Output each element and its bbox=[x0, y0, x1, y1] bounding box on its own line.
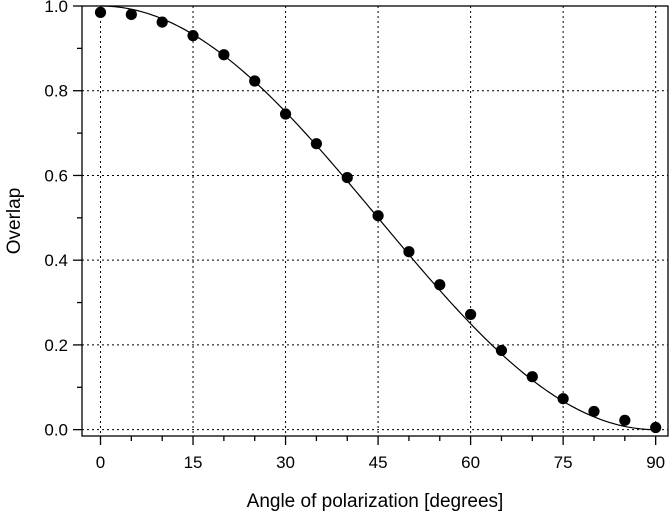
x-axis-label: Angle of polarization [degrees] bbox=[247, 491, 504, 512]
data-point bbox=[94, 6, 107, 18]
data-point bbox=[279, 108, 292, 120]
data-point bbox=[249, 75, 261, 87]
y-tick-labels: 0.0 0.2 0.4 0.6 0.8 1.0 bbox=[44, 0, 68, 440]
x-tick-labels: 0 15 30 45 60 75 90 bbox=[96, 453, 665, 472]
x-tick-label: 30 bbox=[276, 453, 295, 472]
x-tick-label: 90 bbox=[646, 453, 665, 472]
plot-frame bbox=[81, 5, 669, 437]
data-point bbox=[403, 246, 415, 258]
y-tick-label: 0.2 bbox=[44, 336, 68, 355]
y-tick-label: 0.6 bbox=[44, 166, 68, 185]
axis-ticks bbox=[73, 5, 657, 445]
data-points bbox=[94, 6, 662, 434]
data-point bbox=[372, 210, 384, 222]
data-point bbox=[218, 49, 230, 61]
grid-lines bbox=[82, 5, 668, 436]
data-point bbox=[526, 371, 538, 383]
y-axis-label: Overlap bbox=[4, 188, 25, 255]
x-tick-label: 60 bbox=[461, 453, 480, 472]
data-point bbox=[495, 344, 508, 357]
data-point bbox=[310, 138, 322, 150]
x-tick-label: 15 bbox=[184, 453, 203, 472]
x-tick-label: 45 bbox=[369, 453, 388, 472]
data-point bbox=[187, 30, 199, 42]
data-point bbox=[557, 393, 569, 405]
data-point bbox=[434, 279, 446, 291]
data-point bbox=[650, 421, 662, 434]
data-point bbox=[125, 8, 137, 21]
data-point bbox=[156, 16, 168, 28]
y-tick-label: 0.0 bbox=[44, 421, 68, 440]
y-tick-label: 0.8 bbox=[44, 82, 68, 101]
x-tick-label: 0 bbox=[96, 453, 105, 472]
x-tick-label: 75 bbox=[554, 453, 573, 472]
data-point bbox=[465, 308, 477, 321]
data-point bbox=[341, 171, 353, 184]
y-tick-label: 0.4 bbox=[44, 251, 68, 270]
data-point bbox=[588, 405, 600, 418]
data-point bbox=[619, 414, 631, 426]
y-tick-label: 1.0 bbox=[44, 0, 68, 16]
